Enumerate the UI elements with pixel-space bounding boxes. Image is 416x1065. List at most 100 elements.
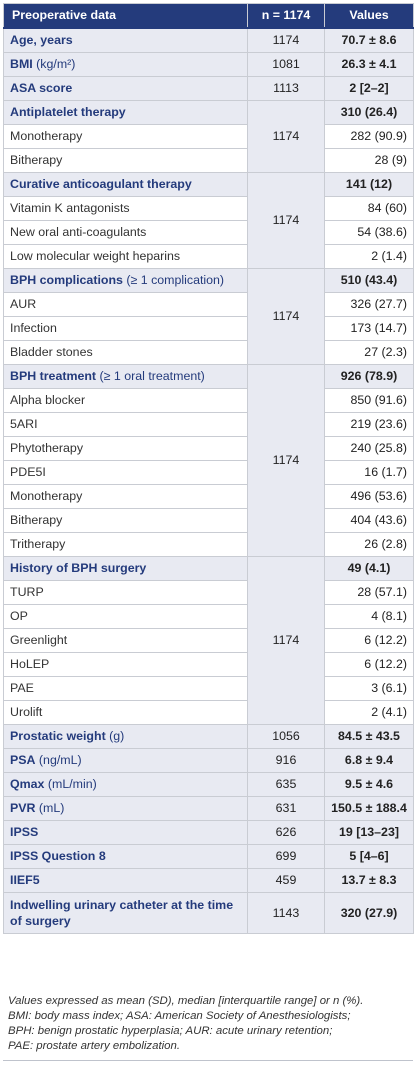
subrow-value: 4 (8.1): [324, 604, 414, 629]
row-value: 150.5 ± 188.4: [324, 796, 414, 821]
subrow-label: HoLEP: [3, 652, 248, 677]
row-n: 916: [247, 748, 325, 773]
row-label: PVR (mL): [3, 796, 248, 821]
row-label-text: Prostatic weight: [10, 729, 106, 743]
subrow-label: Low molecular weight heparins: [3, 244, 248, 269]
row-label-text: PSA: [10, 753, 36, 767]
row-n: 1143: [247, 892, 325, 934]
subrow-value: 219 (23.6): [324, 412, 414, 437]
table-subrow: Tritherapy 26 (2.8): [3, 532, 414, 557]
table-row: Qmax (mL/min) 635 9.5 ± 4.6: [3, 772, 414, 797]
row-label: BMI (kg/m²): [3, 52, 248, 77]
row-value: 510 (43.4): [324, 268, 414, 293]
subrow-value: 27 (2.3): [324, 340, 414, 365]
subrow-label: New oral anti-coagulants: [3, 220, 248, 245]
subrow-value: 28 (9): [324, 148, 414, 173]
row-label: BPH complications (≥ 1 complication): [3, 268, 248, 293]
header-values: Values: [324, 3, 414, 29]
row-label-text: Qmax: [10, 777, 45, 791]
row-value: 320 (27.9): [324, 892, 414, 934]
subrow-label: OP: [3, 604, 248, 629]
subrow-label: Bitherapy: [3, 148, 248, 173]
table-row: Prostatic weight (g) 1056 84.5 ± 43.5: [3, 724, 414, 749]
table-subrow: Bitherapy 404 (43.6): [3, 508, 414, 533]
row-label-text: IPSS: [10, 825, 39, 839]
row-value: 310 (26.4): [324, 100, 414, 125]
row-label-text: PVR: [10, 801, 36, 815]
row-n: 1174: [247, 172, 325, 269]
row-n: 1174: [247, 364, 325, 557]
row-label: Curative anticoagulant therapy: [3, 172, 248, 197]
subrow-label: Monotherapy: [3, 124, 248, 149]
subrow-value: 240 (25.8): [324, 436, 414, 461]
subrow-value: 326 (27.7): [324, 292, 414, 317]
subrow-value: 2 (4.1): [324, 700, 414, 725]
subrow-value: 2 (1.4): [324, 244, 414, 269]
row-label: Indwelling urinary catheter at the time …: [3, 892, 248, 934]
row-label-text: BMI: [10, 57, 33, 71]
table-subrow: PAE 3 (6.1): [3, 676, 414, 701]
subrow-label: PAE: [3, 676, 248, 701]
row-label: BPH treatment (≥ 1 oral treatment): [3, 364, 248, 389]
row-label: Prostatic weight (g): [3, 724, 248, 749]
bottom-rule: [3, 1060, 413, 1061]
row-label: IPSS: [3, 820, 248, 845]
row-label: Antiplatelet therapy: [3, 100, 248, 125]
table-subrow: Phytotherapy 240 (25.8): [3, 436, 414, 461]
table-row: Indwelling urinary catheter at the time …: [3, 892, 414, 934]
row-label-text: Age, years: [10, 33, 73, 47]
row-label: Qmax (mL/min): [3, 772, 248, 797]
table-subrow: HoLEP 6 (12.2): [3, 652, 414, 677]
table-subrow: Vitamin K antagonists 84 (60): [3, 196, 414, 221]
subrow-value: 3 (6.1): [324, 676, 414, 701]
row-unit: (≥ 1 complication): [122, 273, 225, 287]
row-label: IPSS Question 8: [3, 844, 248, 869]
row-n: 635: [247, 772, 325, 797]
row-value: 70.7 ± 8.6: [324, 27, 414, 53]
row-label-text: Indwelling urinary catheter at the time …: [10, 898, 234, 928]
row-n: 1174: [247, 100, 325, 173]
row-n: 1174: [247, 27, 325, 53]
row-value: 926 (78.9): [324, 364, 414, 389]
subrow-value: 84 (60): [324, 196, 414, 221]
subrow-value: 6 (12.2): [324, 652, 414, 677]
subrow-label: Phytotherapy: [3, 436, 248, 461]
footnote-line: PAE: prostate artery embolization.: [8, 1040, 180, 1052]
row-n: 1056: [247, 724, 325, 749]
subrow-value: 404 (43.6): [324, 508, 414, 533]
row-label: History of BPH surgery: [3, 556, 248, 581]
row-value: 49 (4.1): [324, 556, 414, 581]
subrow-value: 850 (91.6): [324, 388, 414, 413]
subrow-label: TURP: [3, 580, 248, 605]
table-row: BPH treatment (≥ 1 oral treatment) 1174 …: [3, 364, 414, 557]
row-label: IIEF5: [3, 868, 248, 893]
row-label: PSA (ng/mL): [3, 748, 248, 773]
subrow-label: Bladder stones: [3, 340, 248, 365]
row-value: 84.5 ± 43.5: [324, 724, 414, 749]
subrow-value: 16 (1.7): [324, 460, 414, 485]
table-subrow: Monotherapy 282 (90.9): [3, 124, 414, 149]
subrow-value: 26 (2.8): [324, 532, 414, 557]
row-value: 19 [13–23]: [324, 820, 414, 845]
table-subrow: PDE5I 16 (1.7): [3, 460, 414, 485]
table-subrow: Greenlight 6 (12.2): [3, 628, 414, 653]
row-value: 2 [2–2]: [324, 76, 414, 101]
row-label-text: ASA score: [10, 81, 73, 95]
row-value: 9.5 ± 4.6: [324, 772, 414, 797]
row-label: Age, years: [3, 27, 248, 53]
footnote-line: BMI: body mass index; ASA: American Soci…: [8, 1010, 351, 1022]
row-value: 5 [4–6]: [324, 844, 414, 869]
subrow-value: 173 (14.7): [324, 316, 414, 341]
header-preoperative-data: Preoperative data: [3, 3, 248, 29]
row-n: 699: [247, 844, 325, 869]
table-subrow: Bladder stones 27 (2.3): [3, 340, 414, 365]
footnote-line: BPH: benign prostatic hyperplasia; AUR: …: [8, 1025, 333, 1037]
row-unit: (mL/min): [44, 777, 97, 791]
table-subrow: OP 4 (8.1): [3, 604, 414, 629]
subrow-label: Alpha blocker: [3, 388, 248, 413]
table-row: IPSS Question 8 699 5 [4–6]: [3, 844, 414, 869]
row-unit: (mL): [35, 801, 65, 815]
row-value: 6.8 ± 9.4: [324, 748, 414, 773]
row-n: 626: [247, 820, 325, 845]
